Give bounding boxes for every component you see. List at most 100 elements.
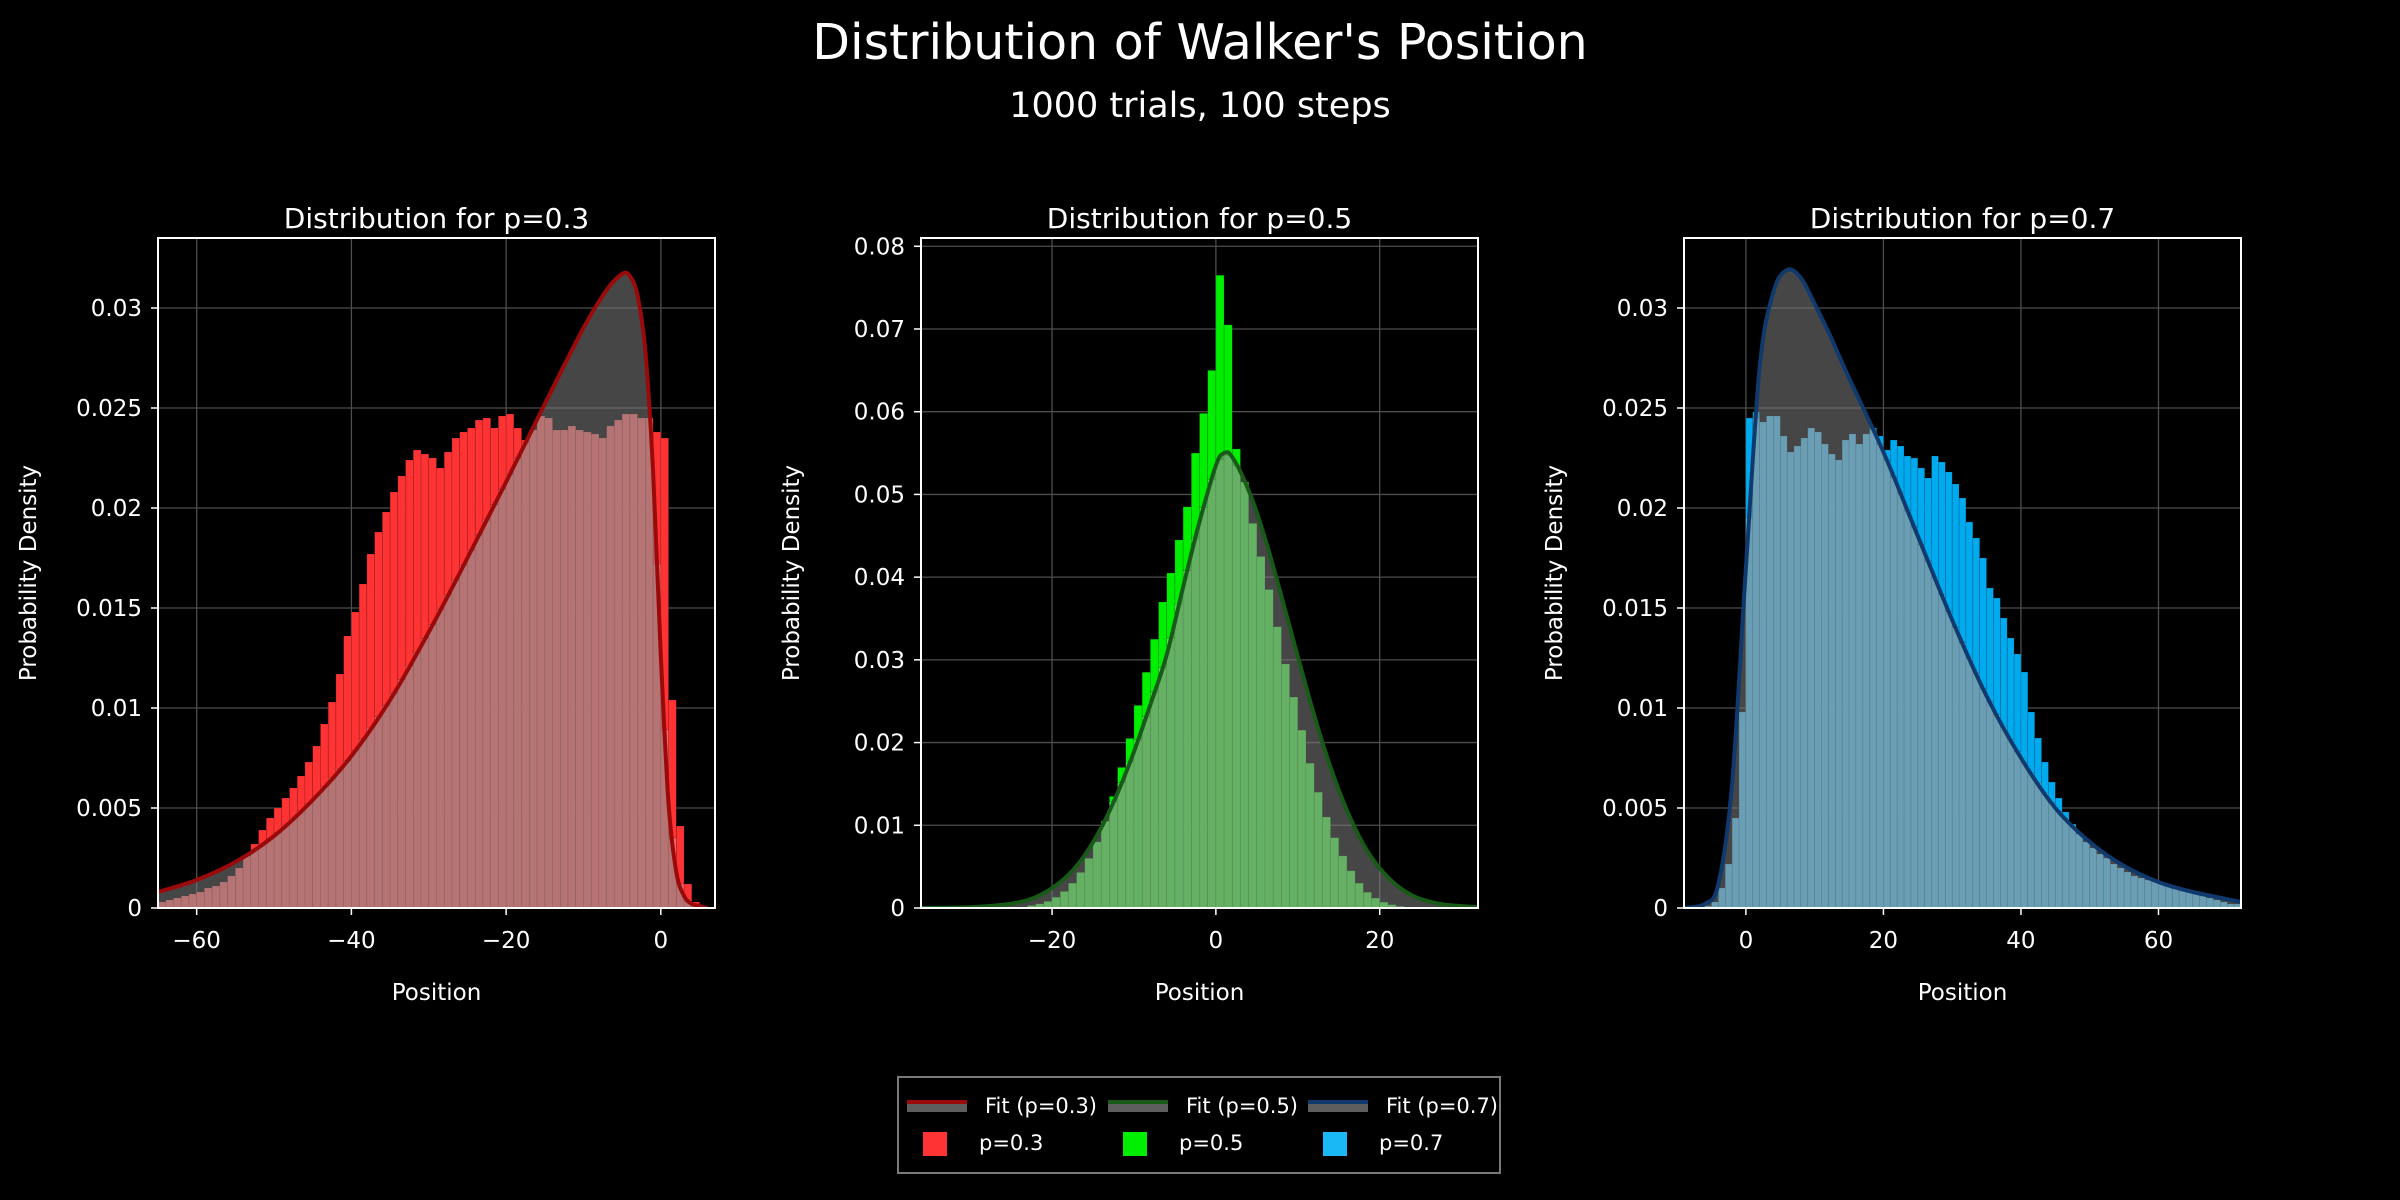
histogram-bar-upper [343, 635, 352, 761]
charts-canvas: −60 −40 −20 0 0 0.005 0.01 0.015 0.02 0.025 0.03 Di… [16, 202, 2242, 1006]
legend-label: p=0.3 [979, 1131, 1044, 1155]
histogram-bar-upper [2020, 671, 2029, 764]
panel-title: Distribution for p=0.3 [284, 202, 589, 235]
y-tick-label: 0.02 [1617, 496, 1668, 522]
legend-label: Fit (p=0.3) [985, 1094, 1098, 1118]
y-tick-label: 0.01 [854, 813, 905, 839]
histogram-bar-upper [459, 431, 468, 566]
fit-area [158, 272, 708, 908]
histogram-bar-upper [2034, 737, 2042, 784]
legend-entry-fit-p05: Fit (p=0.5) [1108, 1091, 1298, 1121]
y-tick-label: 0.025 [76, 396, 142, 422]
histogram-bar-upper [1965, 521, 1974, 659]
y-tick-label: 0 [127, 896, 142, 922]
axes-frame [1683, 237, 2242, 909]
histogram-bar-upper [1924, 477, 1932, 562]
y-tick-label: 0.01 [91, 696, 142, 722]
histogram-bar-upper [320, 723, 329, 788]
histogram-bar-upper [351, 611, 360, 751]
histogram-bar-upper [382, 511, 391, 706]
histogram-bar-upper [474, 419, 484, 536]
y-tick-label: 0 [890, 896, 905, 922]
histogram-bar-upper [374, 531, 383, 718]
fit-curve [158, 270, 708, 908]
y-axis-label: Probability Density [1542, 465, 1568, 681]
histogram-bar-upper [312, 745, 321, 796]
y-tick-label: 0.005 [76, 796, 142, 822]
legend-entry-p03: p=0.3 [899, 1128, 1089, 1158]
histogram-bar-upper [451, 437, 461, 581]
x-tick-label: −40 [327, 928, 376, 954]
histogram-bar-upper [397, 475, 406, 680]
x-tick-label: 20 [1869, 928, 1898, 954]
histogram-bar-upper [482, 417, 491, 521]
plot-area [158, 270, 708, 908]
y-tick-label: 0.05 [854, 482, 905, 508]
histogram-bar-upper [1945, 471, 1953, 612]
legend: Fit (p=0.3) Fit (p=0.5) Fit (p=0.7) p=0.… [897, 1076, 1501, 1174]
histogram-bar-upper [327, 701, 337, 779]
histogram-bar-upper [1986, 587, 1994, 703]
axes-frame [920, 237, 1479, 909]
plot-area [921, 274, 1478, 908]
histogram-bar-upper [1958, 497, 1967, 644]
y-tick-label: 0.03 [1617, 296, 1668, 322]
histogram-bar-upper [358, 583, 368, 740]
histogram-bar-upper [436, 467, 445, 611]
figure-title: Distribution of Walker's Position [812, 14, 1588, 71]
legend-entry-fit-p07: Fit (p=0.7) [1308, 1091, 1498, 1121]
figure-subtitle: 1000 trials, 100 steps [1009, 86, 1391, 126]
x-tick-label: −20 [482, 928, 531, 954]
x-tick-label: 0 [654, 928, 669, 954]
legend-fit-swatch [1308, 1100, 1368, 1112]
x-tick-label: −20 [1028, 928, 1077, 954]
histogram-bar-upper [443, 451, 453, 596]
histogram-bar-upper [1979, 557, 1987, 689]
x-axis-label: Position [392, 980, 482, 1006]
histogram-bar-upper [389, 491, 399, 694]
fit-curve [921, 450, 1478, 908]
y-tick-label: 0.025 [1602, 396, 1668, 422]
legend-patch-swatch [1323, 1132, 1347, 1156]
histogram-bar-upper [366, 553, 375, 729]
plot-area [1684, 267, 2241, 908]
x-tick-label: 40 [2006, 928, 2035, 954]
x-tick-label: 60 [2144, 928, 2173, 954]
chart-panel-3: 0 20 40 60 0 0.005 0.01 0.015 0.02 0.025 0.03 Distr… [1542, 202, 2242, 1006]
histogram-bar-upper [1938, 461, 1946, 596]
y-tick-label: 0.07 [854, 317, 905, 343]
histogram-bar-upper [428, 457, 437, 625]
histogram-bar-upper [335, 673, 344, 770]
y-tick-label: 0.03 [91, 296, 142, 322]
fit-area [1684, 269, 2241, 908]
x-axis-label: Position [1918, 980, 2008, 1006]
histogram-bar-upper [2006, 637, 2015, 740]
legend-entry-fit-p03: Fit (p=0.3) [907, 1091, 1097, 1121]
histogram-bar-upper [467, 427, 476, 551]
legend-fit-swatch [907, 1100, 967, 1112]
chart-panel-1: −60 −40 −20 0 0 0.005 0.01 0.015 0.02 0.025 0.03 Di… [16, 202, 716, 1006]
x-tick-label: 0 [1739, 928, 1754, 954]
histogram-bar-upper [2000, 617, 2008, 728]
histogram-bar-upper [405, 459, 414, 667]
y-axis-label: Probability Density [779, 465, 805, 681]
y-tick-label: 0.06 [854, 400, 905, 426]
panel-title: Distribution for p=0.7 [1810, 202, 2115, 235]
histogram-bar-upper [304, 761, 314, 804]
legend-patch-swatch [923, 1132, 947, 1156]
fit-curve [1684, 267, 2241, 908]
axes-frame [157, 237, 716, 909]
x-tick-label: 0 [1209, 928, 1224, 954]
histogram-bar-upper [412, 449, 422, 653]
panel-title: Distribution for p=0.5 [1047, 202, 1352, 235]
histogram-bar-upper [2013, 653, 2022, 753]
y-axis-label: Probability Density [16, 465, 42, 681]
legend-entry-p07: p=0.7 [1299, 1128, 1489, 1158]
chart-panel-2: −20 0 20 0 0.01 0.02 0.03 0.04 0.05 0.06 0.07 0.08 D… [779, 202, 1479, 1006]
y-tick-label: 0.01 [1617, 696, 1668, 722]
y-tick-label: 0.08 [854, 234, 905, 260]
y-tick-label: 0.015 [1602, 596, 1668, 622]
y-tick-label: 0.04 [854, 565, 905, 591]
histogram-bar-upper [289, 787, 298, 819]
